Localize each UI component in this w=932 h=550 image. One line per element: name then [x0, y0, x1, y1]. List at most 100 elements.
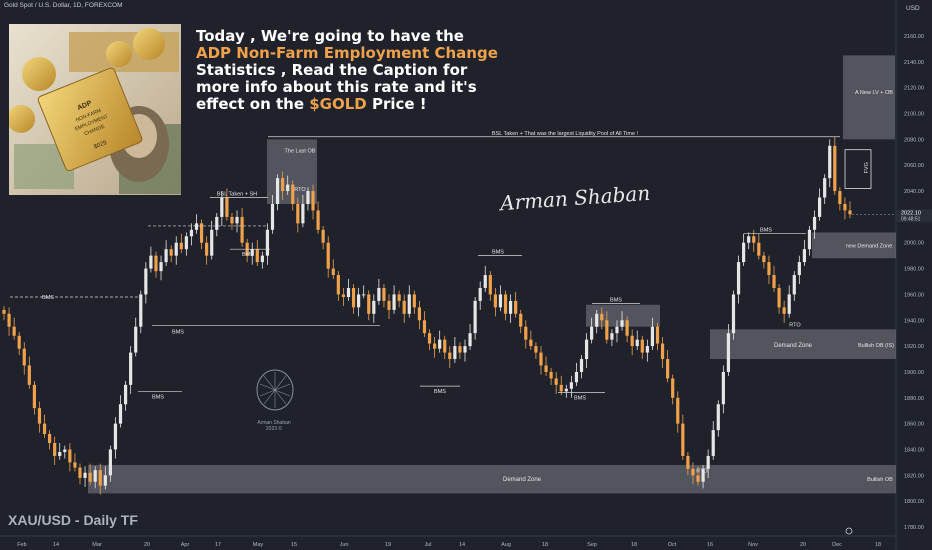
candle-body [397, 294, 401, 301]
candle-body [503, 294, 508, 314]
x-tick-label: Oct [668, 542, 677, 548]
candle-body [544, 365, 548, 372]
candle-body [483, 275, 487, 288]
candle-body [463, 346, 467, 353]
candle-body [432, 343, 437, 349]
candle-body [275, 178, 280, 204]
candle-body [807, 229, 812, 250]
candle-body [7, 313, 11, 327]
annotation-bms-sep-top: BMS [610, 297, 622, 303]
candle-body [260, 255, 264, 263]
candle-body [691, 468, 695, 476]
candle-body [823, 178, 827, 198]
candle-body [179, 242, 183, 250]
candle-body [838, 191, 842, 204]
candle-body [184, 236, 188, 250]
candle-body [372, 300, 376, 314]
candle-body [240, 216, 244, 243]
candle-body [438, 339, 442, 349]
candle-body [17, 335, 21, 349]
candle-body [336, 275, 340, 295]
candle-body [291, 184, 295, 204]
candle-body [802, 249, 807, 263]
candle-body [58, 452, 62, 456]
candle-body [270, 203, 275, 230]
x-tick-label: 16 [707, 542, 713, 548]
annotation-bullish-ob-is: Bullish OB (IS) [858, 343, 894, 349]
y-tick-label: 2060.00 [904, 163, 924, 169]
candle-body [306, 191, 310, 204]
y-tick-label: 1840.00 [904, 447, 924, 453]
annotation-bms-low: BMS [152, 394, 164, 400]
candle-body [154, 255, 158, 272]
candle-body [123, 384, 128, 405]
candle-body [792, 275, 796, 295]
candle-body [676, 397, 680, 424]
candle-body [255, 249, 259, 263]
candle-body [164, 249, 168, 263]
candle-body [12, 326, 16, 336]
candle-body [296, 203, 300, 224]
candle-body [716, 404, 720, 431]
candle-body [377, 287, 381, 301]
candle-body [47, 433, 52, 444]
candle-body [250, 249, 254, 256]
y-tick-label: 1880.00 [904, 396, 924, 402]
candle-body [387, 300, 391, 310]
candle-body [169, 249, 173, 256]
candle-body [88, 472, 92, 482]
candle-body [189, 229, 194, 237]
annotation-bms-feb: BMS [42, 295, 54, 301]
watermark: Arman Shaban 2023 © [257, 420, 291, 432]
new-demand-zone [812, 232, 896, 259]
candle-body [22, 348, 26, 366]
candle-body [331, 268, 335, 276]
candle-body [569, 382, 573, 389]
candle-body [681, 423, 685, 456]
candle-body [443, 339, 447, 353]
candle-body [412, 294, 416, 308]
candle-body [98, 470, 102, 486]
candle-body [103, 475, 107, 486]
annotation-bsl-sh: BSL Taken + SH [217, 192, 257, 198]
brain-logo-icon [256, 369, 294, 411]
candle-body [539, 352, 543, 366]
candle-body [235, 216, 239, 224]
candle-body [559, 384, 563, 392]
candle-body [655, 326, 660, 344]
candle-body [534, 346, 538, 353]
y-tick-label: 2000.00 [904, 241, 924, 247]
candle-body [129, 352, 133, 385]
candle-body [706, 455, 710, 469]
candle-body [93, 470, 97, 482]
candle-body [554, 378, 558, 385]
candle-body [42, 423, 47, 434]
candle-body [73, 462, 77, 468]
candle-body [564, 388, 568, 392]
current-price-tag [897, 209, 932, 223]
candle-body [149, 255, 153, 269]
news-illustration-art: ADP NON-FARM EMPLOYMENT CHANGE $029 [9, 24, 181, 195]
gear-icon [845, 527, 853, 535]
timeframe-label: XAU/USD - Daily TF [8, 512, 138, 528]
candle-body [818, 197, 822, 217]
annotation-demand-zone-mid: Demand Zone [774, 343, 813, 349]
candle-body [417, 307, 422, 321]
candle-body [610, 333, 614, 340]
x-tick-label: 15 [291, 542, 297, 548]
candle-body [194, 223, 199, 230]
candle-body [488, 275, 492, 295]
x-tick-label: 19 [385, 542, 391, 548]
candle-body [508, 300, 513, 314]
candle-body [584, 339, 589, 360]
candle-body [286, 184, 290, 192]
candle-body [174, 242, 178, 256]
symbol-title: Gold Spot / U.S. Dollar, 1D, FOREXCOM [4, 2, 123, 9]
candle-body [777, 287, 781, 308]
candle-body [686, 455, 690, 469]
candle-body [726, 333, 731, 372]
y-tick-label: 1820.00 [904, 473, 924, 479]
candle-body [402, 300, 406, 314]
annotation-bms-aug: BMS [434, 389, 446, 395]
